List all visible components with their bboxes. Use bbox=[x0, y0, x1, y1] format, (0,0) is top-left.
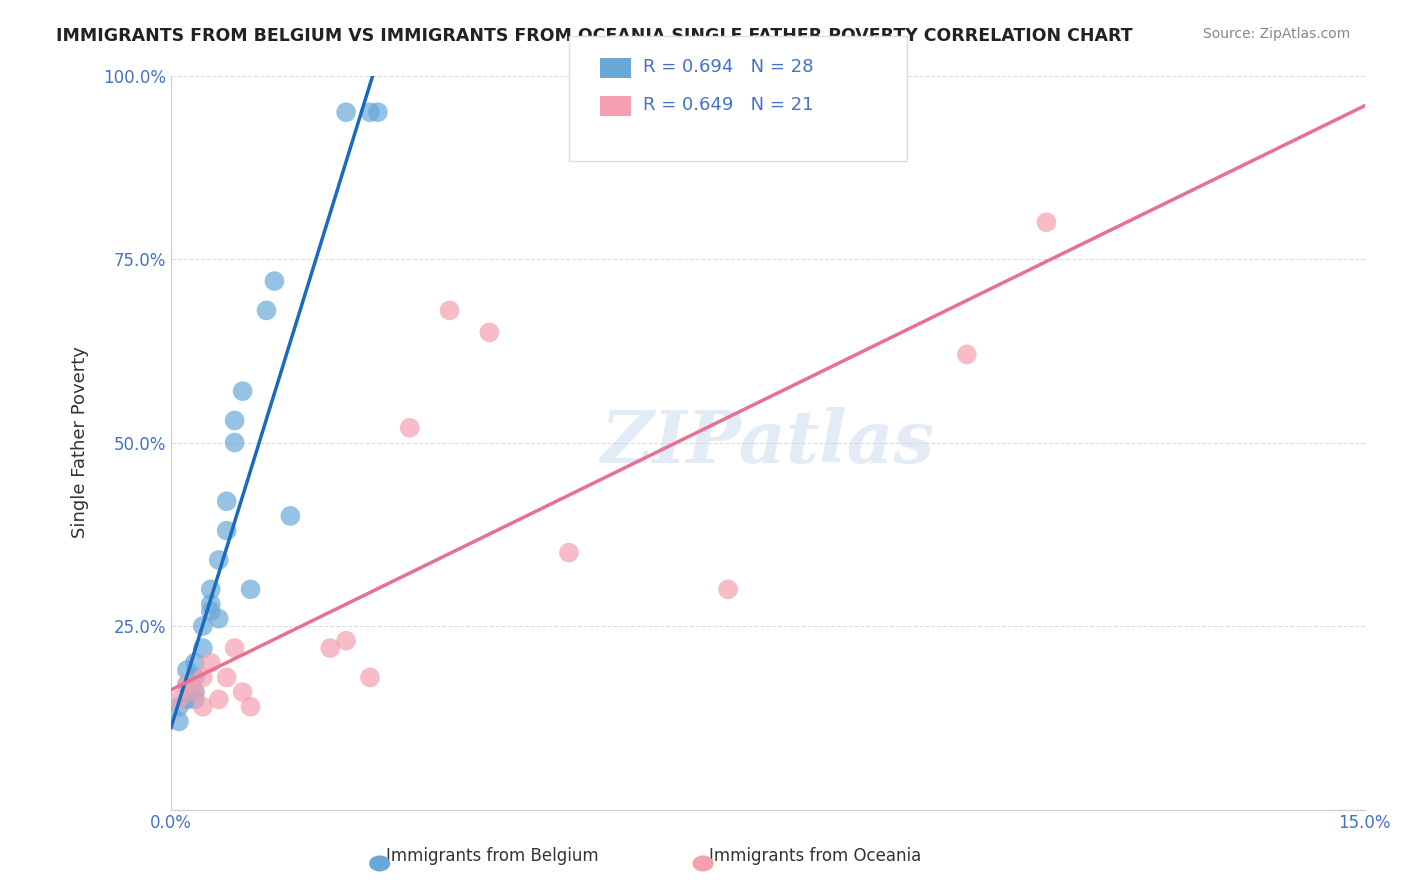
Immigrants from Belgium bbox=[215, 494, 238, 508]
Y-axis label: Single Father Poverty: Single Father Poverty bbox=[72, 347, 89, 539]
Immigrants from Belgium bbox=[335, 105, 357, 120]
Immigrants from Oceania bbox=[335, 633, 357, 648]
Immigrants from Belgium bbox=[176, 692, 198, 706]
Immigrants from Belgium bbox=[200, 604, 222, 618]
Immigrants from Oceania bbox=[439, 303, 461, 318]
Immigrants from Belgium bbox=[280, 508, 302, 523]
Text: R = 0.694   N = 28: R = 0.694 N = 28 bbox=[643, 58, 813, 76]
Immigrants from Oceania bbox=[319, 641, 342, 656]
Immigrants from Oceania bbox=[208, 692, 231, 706]
Immigrants from Belgium bbox=[224, 413, 246, 427]
Immigrants from Oceania bbox=[239, 699, 262, 714]
Immigrants from Oceania bbox=[200, 656, 222, 670]
Immigrants from Belgium bbox=[184, 692, 207, 706]
Immigrants from Belgium bbox=[191, 641, 214, 656]
Immigrants from Belgium bbox=[367, 105, 389, 120]
Immigrants from Belgium bbox=[191, 619, 214, 633]
Immigrants from Oceania bbox=[184, 685, 207, 699]
Immigrants from Oceania bbox=[956, 347, 979, 361]
Text: Immigrants from Belgium: Immigrants from Belgium bbox=[385, 847, 599, 865]
Immigrants from Oceania bbox=[558, 546, 581, 560]
Immigrants from Oceania bbox=[176, 678, 198, 692]
Immigrants from Belgium bbox=[208, 612, 231, 626]
Immigrants from Belgium bbox=[176, 678, 198, 692]
Immigrants from Belgium bbox=[359, 105, 381, 120]
Immigrants from Belgium bbox=[239, 582, 262, 597]
Immigrants from Oceania bbox=[478, 326, 501, 340]
Text: R = 0.649   N = 21: R = 0.649 N = 21 bbox=[643, 96, 813, 114]
Immigrants from Belgium bbox=[208, 553, 231, 567]
Immigrants from Oceania bbox=[1035, 215, 1057, 229]
Immigrants from Belgium bbox=[167, 699, 190, 714]
Immigrants from Oceania bbox=[224, 641, 246, 656]
Immigrants from Oceania bbox=[232, 685, 254, 699]
Immigrants from Belgium bbox=[232, 384, 254, 399]
Immigrants from Belgium bbox=[224, 435, 246, 450]
Immigrants from Belgium bbox=[184, 670, 207, 684]
Immigrants from Belgium bbox=[200, 597, 222, 611]
Immigrants from Belgium bbox=[256, 303, 278, 318]
Immigrants from Belgium bbox=[167, 714, 190, 729]
Immigrants from Oceania bbox=[167, 692, 190, 706]
Immigrants from Oceania bbox=[398, 421, 420, 435]
Immigrants from Oceania bbox=[191, 699, 214, 714]
Text: Immigrants from Oceania: Immigrants from Oceania bbox=[710, 847, 921, 865]
Text: ZIPatlas: ZIPatlas bbox=[600, 407, 935, 478]
Text: Source: ZipAtlas.com: Source: ZipAtlas.com bbox=[1202, 27, 1350, 41]
Immigrants from Belgium bbox=[184, 685, 207, 699]
Immigrants from Oceania bbox=[191, 670, 214, 684]
Immigrants from Oceania bbox=[215, 670, 238, 684]
Text: IMMIGRANTS FROM BELGIUM VS IMMIGRANTS FROM OCEANIA SINGLE FATHER POVERTY CORRELA: IMMIGRANTS FROM BELGIUM VS IMMIGRANTS FR… bbox=[56, 27, 1133, 45]
Immigrants from Belgium bbox=[200, 582, 222, 597]
Immigrants from Oceania bbox=[717, 582, 740, 597]
Immigrants from Belgium bbox=[176, 663, 198, 677]
Immigrants from Belgium bbox=[263, 274, 285, 288]
Immigrants from Belgium bbox=[184, 656, 207, 670]
Immigrants from Oceania bbox=[359, 670, 381, 684]
Immigrants from Belgium bbox=[215, 524, 238, 538]
